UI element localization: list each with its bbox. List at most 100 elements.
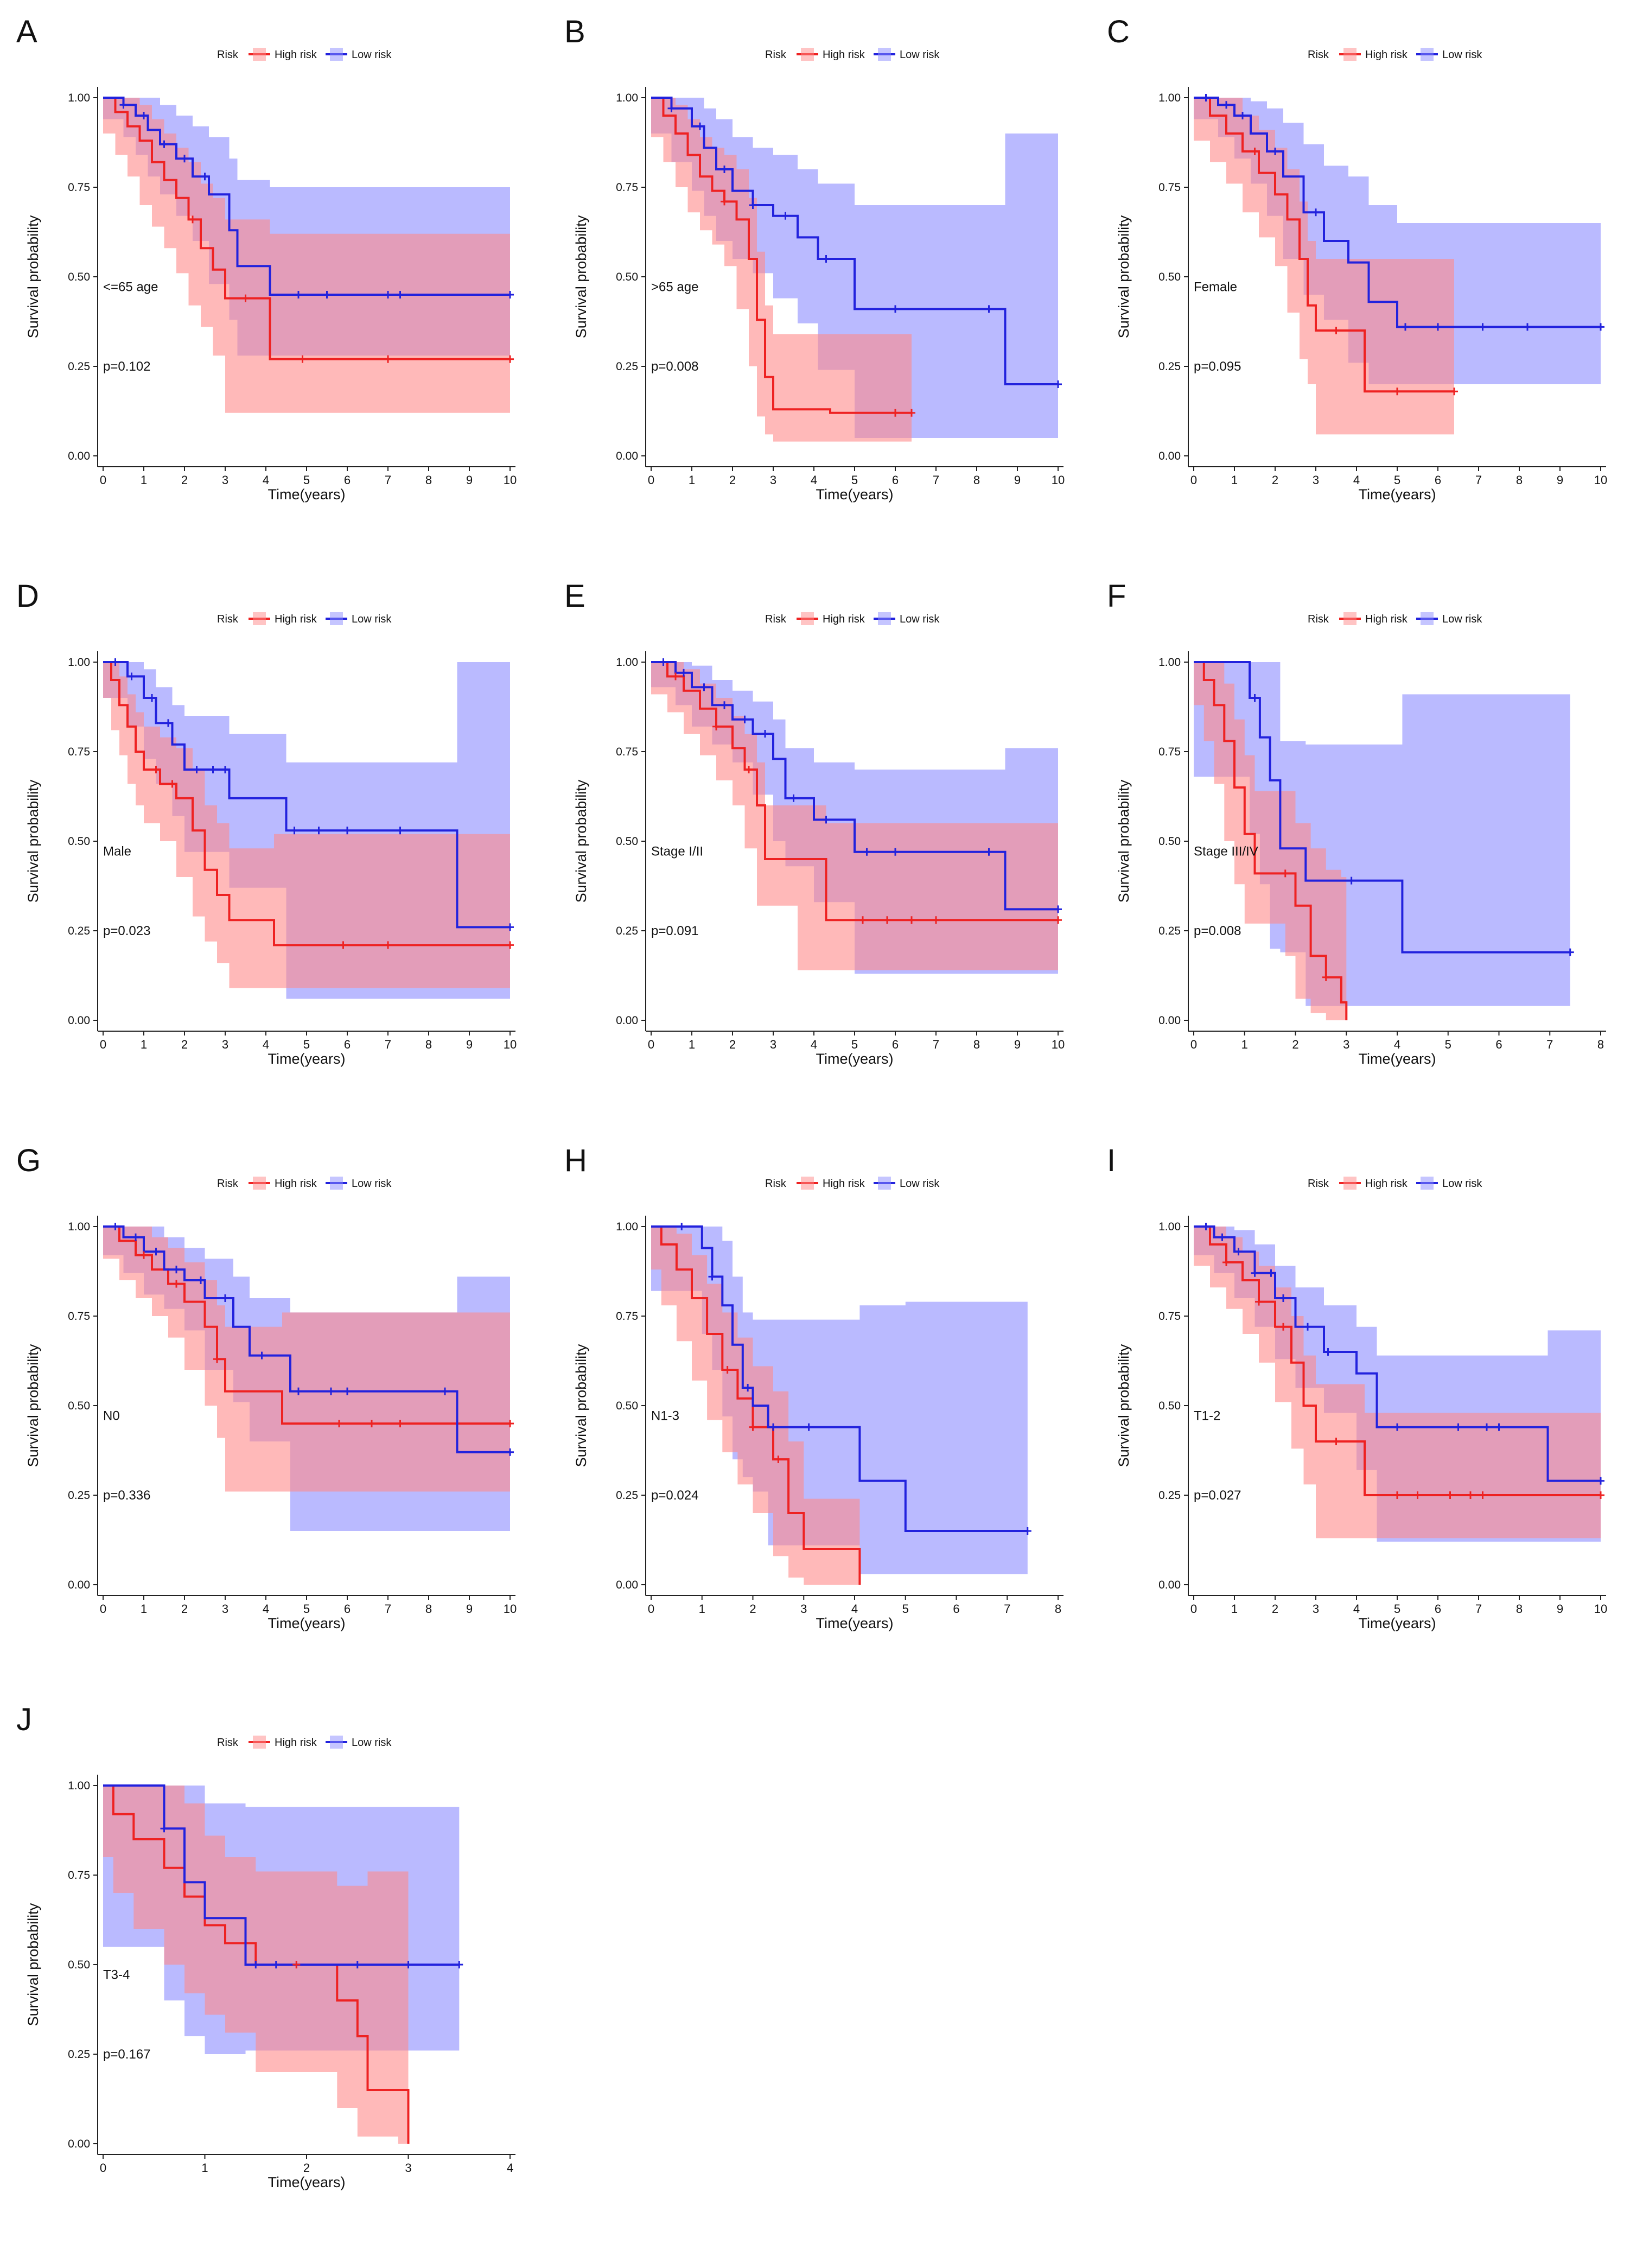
y-tick-label: 0.75: [616, 181, 638, 194]
high-risk-censor-mark: [506, 355, 514, 363]
x-tick-label: 5: [303, 1038, 310, 1051]
low-risk-censor-mark: [295, 1387, 302, 1395]
y-tick-label: 0.00: [68, 450, 90, 462]
x-tick-label: 1: [689, 473, 695, 487]
high-risk-censor-mark: [908, 409, 915, 417]
high-risk-censor-mark: [173, 1280, 180, 1288]
legend-title: Risk: [1308, 1178, 1329, 1190]
x-tick-label: 10: [1594, 1602, 1607, 1616]
x-tick-label: 7: [385, 1602, 391, 1616]
low-risk-censor-mark: [221, 766, 229, 773]
y-tick-label: 0.25: [68, 925, 90, 937]
x-tick-label: 4: [507, 2161, 513, 2175]
y-axis-title: Survival probability: [25, 1344, 41, 1467]
low-risk-censor-mark: [1218, 1233, 1226, 1241]
x-tick-label: 10: [504, 473, 517, 487]
legend-low-fill: [1421, 612, 1434, 625]
y-tick-label: 0.50: [616, 271, 638, 283]
legend-high-fill: [801, 612, 814, 625]
x-tick-label: 2: [729, 1038, 736, 1051]
panel-letter: D: [16, 579, 39, 614]
high-risk-curve: [1194, 97, 1454, 393]
x-tick-label: 9: [1014, 1038, 1021, 1051]
x-tick-label: 3: [222, 1602, 228, 1616]
high-risk-censor-mark: [1450, 387, 1458, 396]
x-tick-label: 10: [1052, 1038, 1065, 1051]
panel-letter: H: [564, 1143, 587, 1178]
low-risk-censor-mark: [721, 701, 728, 709]
legend-title: Risk: [1308, 49, 1329, 61]
low-risk-censor-mark: [396, 827, 404, 835]
x-tick-label: 3: [1313, 1602, 1319, 1616]
x-tick-label: 10: [1594, 473, 1607, 487]
km-panel-j: J Risk High risk Low risk 0.00 0.25 0.50 0.75 1.…: [16, 1702, 515, 2190]
low-risk-censor-mark: [708, 1273, 716, 1281]
x-tick-label: 2: [181, 1038, 188, 1051]
x-tick-label: 6: [1435, 473, 1441, 487]
legend-low-fill: [330, 1736, 343, 1749]
x-tick-label: 5: [303, 1602, 310, 1616]
x-tick-label: 2: [729, 473, 736, 487]
low-risk-censor-mark: [201, 173, 209, 181]
x-axis-title: Time(years): [816, 1615, 893, 1631]
x-tick-label: 1: [141, 1602, 147, 1616]
x-tick-label: 9: [1014, 473, 1021, 487]
x-axis-title: Time(years): [268, 1615, 345, 1631]
high-risk-censor-mark: [189, 215, 196, 224]
low-risk-censor-mark: [119, 101, 128, 109]
high-risk-censor-mark: [140, 1251, 148, 1259]
y-tick-label: 0.75: [616, 746, 638, 758]
y-tick-label: 1.00: [68, 92, 90, 104]
y-tick-label: 0.25: [1158, 360, 1181, 373]
y-tick-label: 0.75: [1158, 1310, 1181, 1323]
x-tick-label: 7: [1546, 1038, 1553, 1051]
x-tick-label: 0: [648, 473, 654, 487]
high-risk-curve: [103, 1225, 510, 1425]
x-tick-label: 4: [811, 473, 817, 487]
x-tick-label: 1: [689, 1038, 695, 1051]
low-risk-censor-mark: [1222, 101, 1230, 109]
legend-low-label: Low risk: [1442, 613, 1482, 625]
low-risk-censor-mark: [769, 1423, 777, 1431]
legend-low-fill: [330, 48, 343, 61]
legend-high-label: High risk: [823, 1178, 865, 1190]
x-tick-label: 3: [1343, 1038, 1349, 1051]
high-risk-censor-mark: [1222, 1259, 1230, 1266]
high-risk-censor-mark: [723, 1366, 731, 1374]
low-risk-censor-mark: [985, 848, 993, 856]
subgroup-label: N0: [103, 1408, 120, 1423]
high-risk-ci-band: [651, 98, 912, 442]
x-tick-label: 0: [100, 473, 106, 487]
x-tick-label: 0: [648, 1602, 654, 1616]
y-tick-label: 0.00: [616, 1579, 638, 1591]
x-tick-label: 8: [425, 473, 432, 487]
low-risk-curve: [103, 661, 510, 929]
low-risk-censor-mark: [315, 827, 323, 835]
low-risk-censor-mark: [221, 1294, 229, 1302]
y-tick-label: 0.50: [68, 835, 90, 848]
y-tick-label: 0.25: [1158, 1489, 1181, 1502]
legend-high-fill: [253, 612, 266, 625]
y-tick-label: 0.50: [68, 271, 90, 283]
y-tick-label: 0.50: [1158, 1400, 1181, 1412]
y-tick-label: 1.00: [68, 656, 90, 669]
legend-title: Risk: [765, 49, 787, 61]
km-panel-d: D Risk High risk Low risk 0.00 0.25 0.50 0.75 1.…: [16, 579, 517, 1067]
legend-title: Risk: [217, 1178, 239, 1190]
x-tick-label: 4: [263, 1602, 269, 1616]
y-tick-label: 0.25: [68, 360, 90, 373]
panel-letter: J: [16, 1702, 32, 1737]
high-risk-censor-mark: [908, 916, 915, 924]
legend-low-label: Low risk: [352, 1178, 392, 1190]
high-risk-censor-mark: [891, 409, 899, 417]
low-risk-censor-mark: [181, 155, 188, 163]
x-tick-label: 2: [1272, 1602, 1278, 1616]
x-tick-label: 8: [973, 1038, 980, 1051]
y-tick-label: 0.75: [616, 1310, 638, 1323]
x-tick-label: 5: [851, 473, 858, 487]
high-risk-censor-mark: [292, 1961, 301, 1968]
low-risk-censor-mark: [1434, 323, 1442, 331]
km-panel-b: B Risk High risk Low risk 0.00 0.25 0.50 0.75 1.…: [564, 14, 1065, 503]
legend-high-label: High risk: [1365, 49, 1408, 61]
